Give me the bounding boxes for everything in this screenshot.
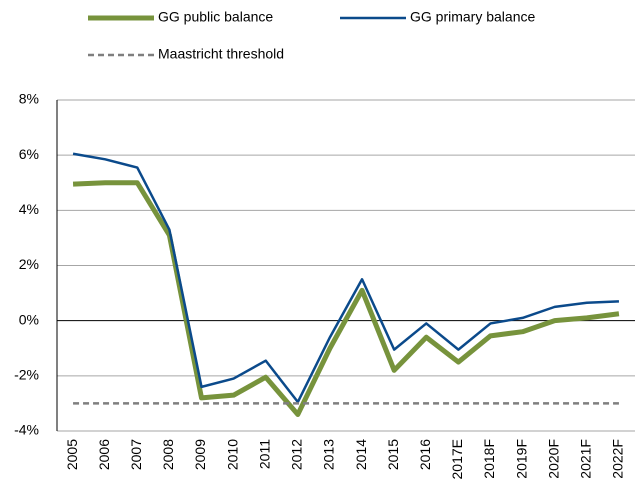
y-tick-label: -4% (14, 422, 39, 438)
series-line (72, 152, 619, 404)
x-tick-label: 2011 (256, 439, 272, 469)
y-tick-label: 2% (19, 256, 39, 272)
x-tick-label: 2007 (128, 439, 144, 470)
x-tick-label: 2020F (545, 439, 561, 479)
x-tick-label: 2014 (353, 439, 369, 470)
y-tick-label: 8% (19, 91, 39, 107)
x-tick-label: 2013 (321, 439, 337, 470)
x-tick-label: 2021F (578, 439, 594, 479)
y-tick-label: -2% (14, 367, 39, 383)
y-tick-label: 6% (19, 146, 39, 162)
x-tick-label: 2009 (192, 439, 208, 470)
x-tick-label: 2008 (160, 439, 176, 470)
x-tick-label: 2018F (481, 439, 497, 479)
x-tick-label: 2019F (513, 439, 529, 479)
legend-label: GG primary balance (410, 9, 535, 25)
series-line (72, 180, 620, 417)
legend-label: Maastricht threshold (158, 46, 284, 62)
x-tick-label: 2005 (64, 439, 80, 470)
x-tick-label: 2010 (224, 439, 240, 470)
y-tick-label: 4% (19, 201, 39, 217)
x-tick-label: 2022F (610, 439, 626, 479)
x-tick-label: 2015 (385, 439, 401, 470)
legend-label: GG public balance (158, 9, 273, 25)
x-tick-label: 2012 (289, 439, 305, 470)
x-tick-label: 2006 (96, 439, 112, 470)
x-tick-label: 2017E (449, 439, 465, 479)
x-tick-label: 2016 (417, 439, 433, 470)
y-tick-label: 0% (19, 311, 39, 327)
